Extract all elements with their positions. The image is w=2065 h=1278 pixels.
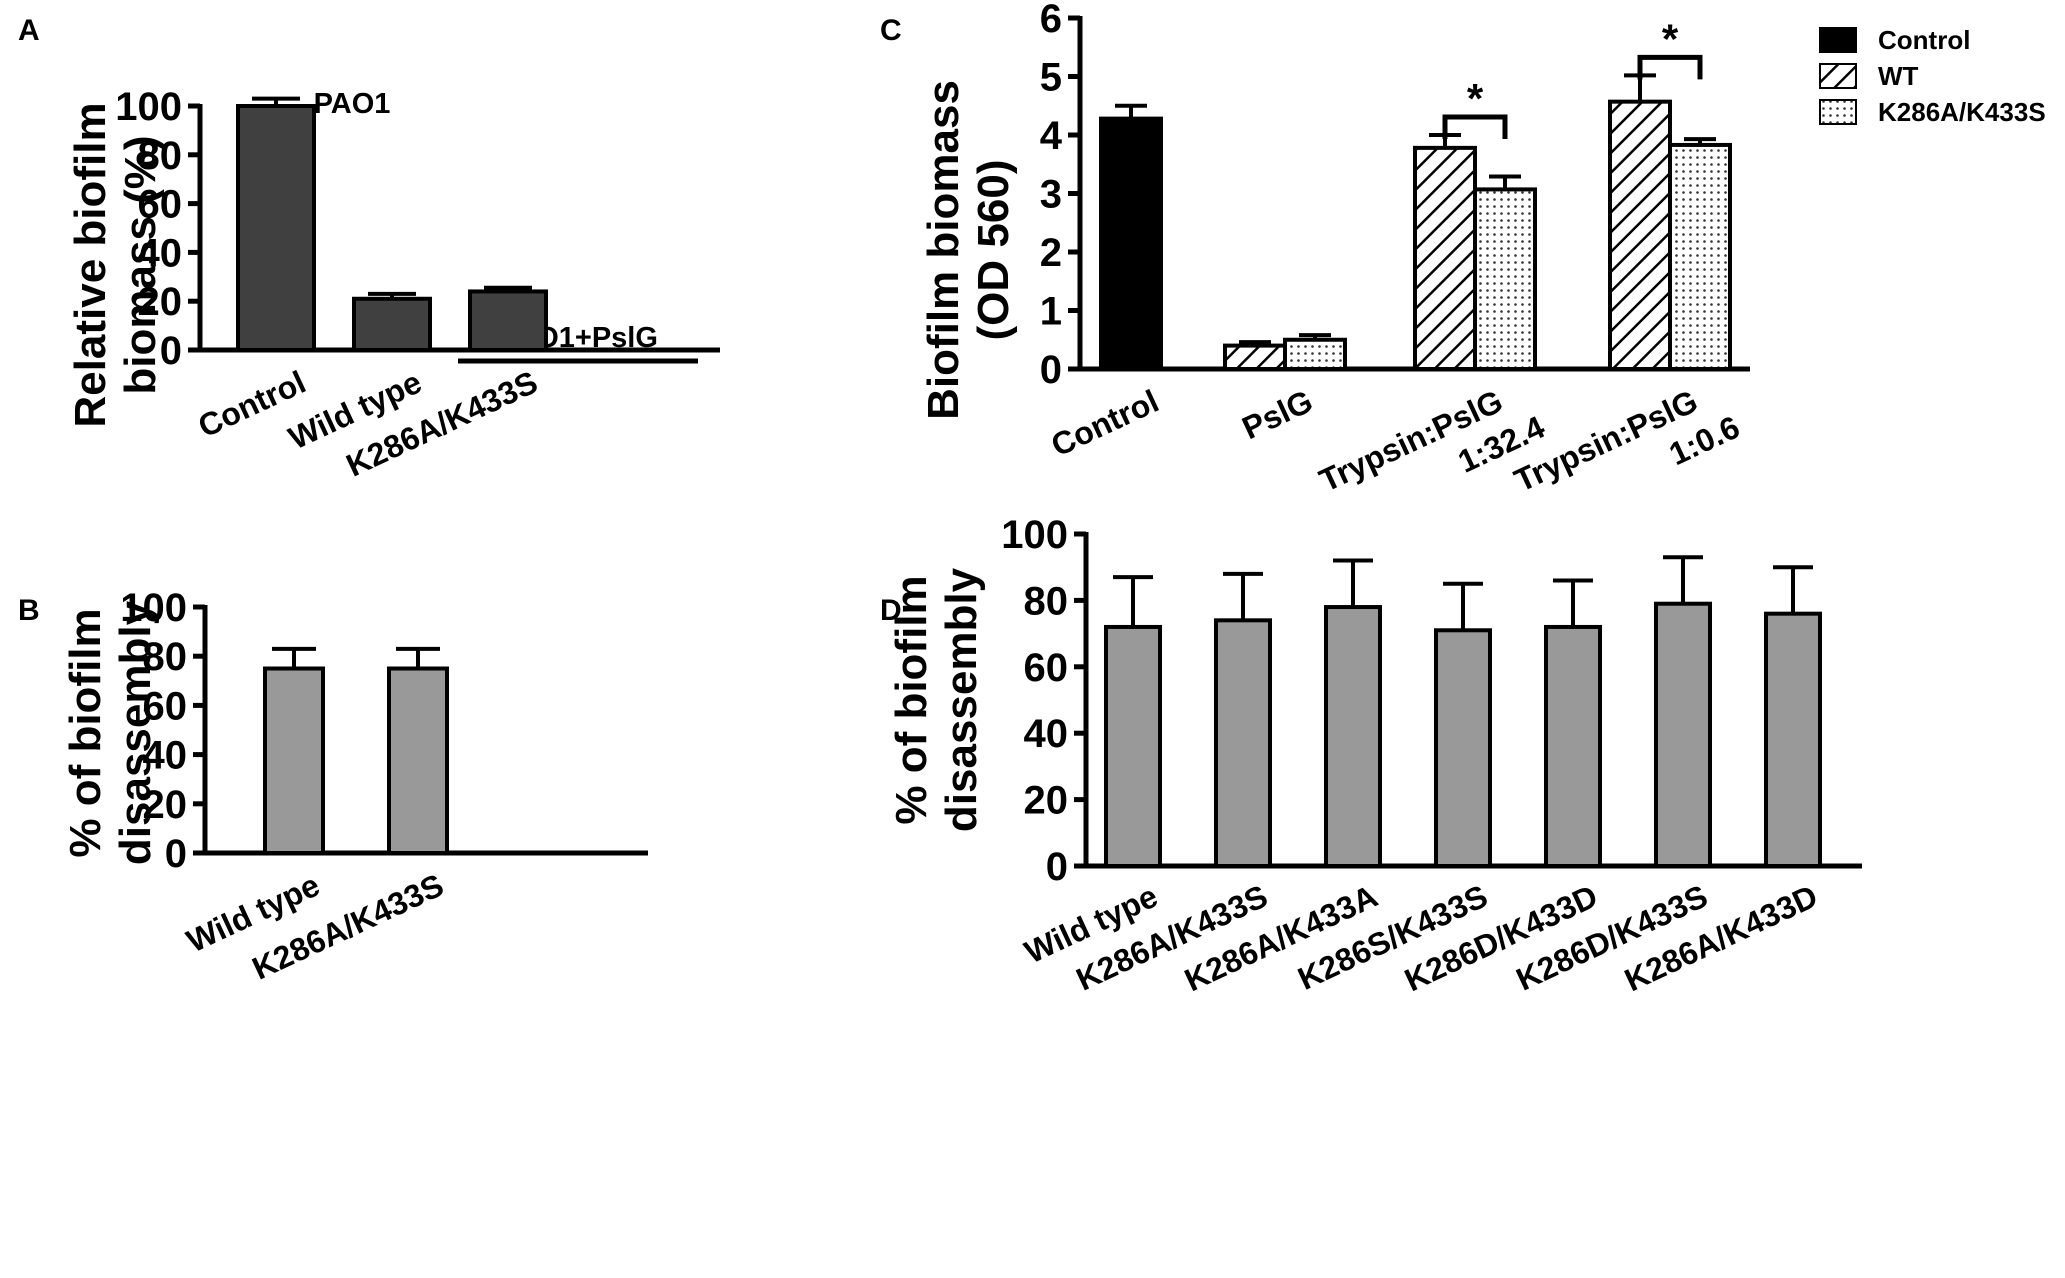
panel-c-legend: Control WT K286A/K433S — [1819, 25, 2046, 127]
panel-d-y-tick-label: 0 — [1046, 845, 1068, 889]
panel-d-bar — [1324, 605, 1382, 868]
legend-label-control: Control — [1878, 25, 1970, 55]
panel-a-bar — [236, 104, 316, 352]
panel-c-bar — [1413, 145, 1477, 371]
panel-c-chart: Biofilm biomass (OD 560) Control WT K286… — [919, 0, 2046, 499]
panel-c-bar — [1608, 99, 1672, 371]
panel-b-chart: % of biofilm disassembly 020406080100Wil… — [61, 586, 648, 987]
legend-label-mutant: K286A/K433S — [1878, 97, 2046, 127]
panel-letter-a: A — [18, 14, 40, 47]
panel-d-y-axis-title: % of biofilm disassembly — [887, 567, 986, 832]
panel-d-bar — [1764, 611, 1822, 868]
legend-swatch-control — [1819, 27, 1857, 53]
panel-d-y-tick-label: 100 — [1001, 513, 1068, 557]
panel-a-y-tick-label: 80 — [138, 134, 183, 178]
panel-c-bar — [1099, 116, 1163, 372]
panel-c-y-tick-label: 1 — [1040, 290, 1062, 334]
panel-letter-c: C — [880, 14, 902, 47]
panel-c-y-tick-label: 0 — [1040, 348, 1062, 392]
panel-c-bar — [1668, 142, 1732, 371]
panel-c-x-tick-label: Control — [1046, 383, 1164, 464]
panel-c-bar — [1473, 187, 1537, 371]
panel-d-y-tick-label: 80 — [1024, 579, 1069, 623]
panel-d-bar — [1654, 601, 1712, 868]
panel-d-bar — [1544, 624, 1602, 869]
panel-a-y-axis-title: Relative biofilm biomass (%) — [66, 102, 165, 427]
panel-a-y-tick-label: 60 — [138, 183, 183, 227]
panel-d-y-axis-title-line1: % of biofilm — [887, 575, 936, 824]
panel-letter-b: B — [18, 594, 40, 627]
panel-c-y-tick-label: 2 — [1040, 231, 1062, 275]
panel-d-bar — [1434, 628, 1492, 869]
panel-c-significance-star: * — [1662, 15, 1679, 62]
panel-a-bar — [468, 289, 548, 353]
panel-b-bar — [263, 666, 325, 855]
panel-c-y-tick-label: 5 — [1040, 56, 1062, 100]
panel-b-y-tick-label: 40 — [143, 734, 188, 778]
legend-label-wt: WT — [1878, 61, 1919, 91]
panel-b-y-tick-label: 60 — [143, 684, 188, 728]
panel-c-bar — [1283, 337, 1347, 371]
panel-b-y-tick-label: 20 — [143, 783, 188, 827]
panel-c-y-axis-title-line2: (OD 560) — [969, 160, 1018, 341]
panel-c-y-tick-label: 3 — [1040, 173, 1062, 217]
panel-a-y-tick-label: 100 — [115, 85, 182, 129]
panel-a-chart: Relative biofilm biomass (%) PAO1 PAO1+P… — [66, 85, 720, 484]
panel-a-y-tick-label: 0 — [160, 329, 182, 373]
panel-letter-d: D — [880, 594, 902, 627]
panel-d-bar — [1104, 624, 1162, 869]
panel-b-bar — [387, 666, 449, 855]
panel-d-y-tick-label: 20 — [1024, 779, 1069, 823]
panel-a-bar — [352, 296, 432, 353]
panel-c-y-tick-label: 4 — [1040, 114, 1063, 158]
legend-swatch-wt — [1819, 63, 1857, 89]
panel-a-pao1-label: PAO1 — [314, 88, 391, 120]
panel-b-y-axis-title-line1: % of biofilm — [61, 608, 110, 857]
panel-a-y-axis-title-line2: biomass (%) — [116, 135, 165, 394]
panel-d-chart: % of biofilm disassembly 020406080100Wil… — [887, 513, 1862, 998]
panel-b-y-axis-title-line2: disassembly — [111, 600, 160, 865]
panel-c-y-axis-title: Biofilm biomass (OD 560) — [919, 80, 1018, 420]
panel-b-y-tick-label: 0 — [165, 832, 187, 876]
panel-c-y-tick-label: 6 — [1040, 0, 1062, 41]
panel-a-y-axis-title-line1: Relative biofilm — [66, 102, 115, 427]
panel-a-y-tick-label: 20 — [138, 280, 183, 324]
panel-a-y-tick-label: 40 — [138, 231, 183, 275]
panel-c-y-axis-title-line1: Biofilm biomass — [919, 80, 968, 420]
panel-c-x-tick-label: PslG — [1237, 383, 1318, 446]
panel-c-significance-bracket — [1442, 114, 1508, 139]
panel-c-bar — [1223, 343, 1287, 372]
panel-d-y-axis-title-line2: disassembly — [937, 567, 986, 832]
panel-d-y-tick-label: 60 — [1024, 646, 1069, 690]
legend-swatch-mutant — [1819, 99, 1857, 125]
panel-c-significance-bracket — [1637, 54, 1703, 80]
panel-b-y-tick-label: 100 — [120, 586, 187, 630]
panel-b-y-tick-label: 80 — [143, 635, 188, 679]
panel-c-significance-star: * — [1467, 75, 1484, 122]
panel-d-y-tick-label: 40 — [1024, 712, 1069, 756]
panel-d-bar — [1214, 618, 1272, 868]
panel-b-y-axis-title: % of biofilm disassembly — [61, 600, 160, 865]
